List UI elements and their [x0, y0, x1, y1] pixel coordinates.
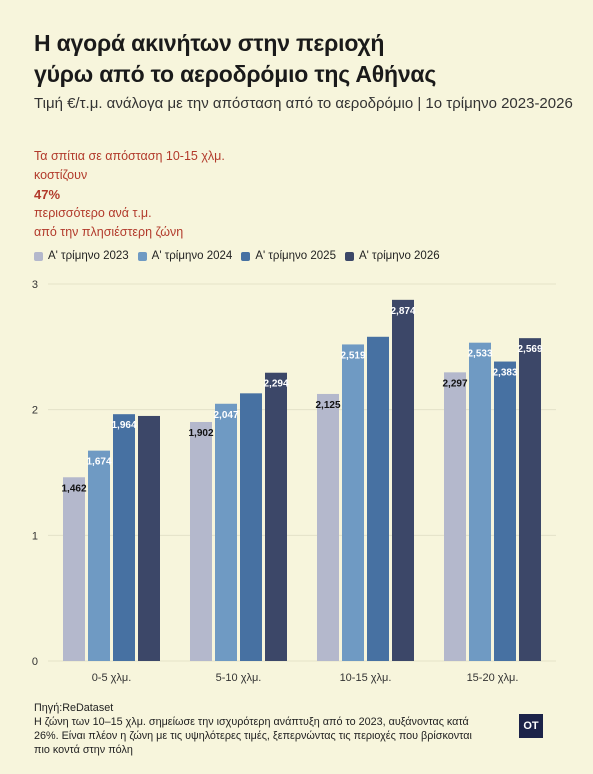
callout-line-4: από την πλησιέστερη ζώνη: [34, 225, 184, 239]
data-label: 2,519: [340, 350, 365, 361]
title-line-2: γύρω από το αεροδρόμιο της Αθήνας: [34, 61, 437, 87]
callout-line-2: κοστίζουν: [34, 168, 88, 182]
source-label: Πηγή:ReDataset: [34, 702, 114, 714]
data-label: 2,047: [213, 410, 238, 421]
legend: Α' τρίμηνο 2023 Α' τρίμηνο 2024 Α' τρίμη…: [34, 250, 440, 262]
bar: [469, 342, 491, 661]
legend-label-2026: Α' τρίμηνο 2026: [358, 250, 440, 262]
callout-line-3: περισσότερο ανά τ.μ.: [34, 206, 152, 220]
legend-item-2026: Α' τρίμηνο 2026: [344, 250, 440, 262]
title-line-1: Η αγορά ακινήτων στην περιοχή: [34, 30, 385, 56]
callout-annotation: Τα σπίτια σε απόσταση 10-15 χλμ. κοστίζο…: [34, 147, 434, 242]
data-label: 2,569: [517, 344, 542, 355]
bar: [138, 415, 160, 661]
legend-swatch-2023: [34, 251, 43, 261]
bar: [63, 477, 85, 661]
chart-subtitle: Τιμή €/τ.μ. ανάλογα με την απόσταση από …: [34, 95, 573, 112]
bar: [519, 338, 541, 661]
bar: [215, 403, 237, 661]
legend-item-2023: Α' τρίμηνο 2023: [34, 250, 129, 262]
data-label: 2,125: [315, 400, 340, 411]
data-label: 1,902: [188, 428, 213, 439]
legend-swatch-2025: [241, 251, 251, 261]
publisher-logo: OT: [519, 714, 543, 738]
data-label: 1,964: [111, 420, 136, 431]
bar: [342, 344, 364, 661]
legend-item-2025: Α' τρίμηνο 2025: [241, 250, 336, 262]
bar: [494, 361, 516, 661]
y-tick-label: 1: [32, 530, 38, 542]
footer-source: Πηγή:ReDataset Η ζώνη των 10–15 χλμ. σημ…: [34, 701, 484, 757]
data-label: 2,297: [442, 378, 467, 389]
x-tick-label: 15-20 χλμ.: [467, 672, 519, 684]
y-tick-label: 2: [32, 405, 38, 417]
chart-title: Η αγορά ακινήτων στην περιοχή γύρω από τ…: [34, 28, 574, 90]
callout-percentage: 47%: [34, 187, 61, 202]
bar: [88, 450, 110, 661]
bar: [265, 372, 287, 661]
x-tick-label: 5-10 χλμ.: [216, 672, 262, 684]
legend-label-2025: Α' τρίμηνο 2025: [255, 250, 336, 262]
legend-label-2023: Α' τρίμηνο 2023: [48, 250, 129, 262]
legend-swatch-2026: [344, 251, 354, 261]
bar: [367, 336, 389, 661]
legend-swatch-2024: [137, 251, 147, 261]
y-tick-label: 0: [32, 656, 38, 668]
bar: [240, 393, 262, 661]
data-label: 2,383: [492, 368, 517, 379]
bar: [190, 421, 212, 661]
bar: [113, 414, 135, 661]
footer-note: Η ζώνη των 10–15 χλμ. σημείωσε την ισχυρ…: [34, 716, 472, 756]
data-label: 2,294: [263, 379, 288, 390]
bar: [444, 372, 466, 661]
x-tick-label: 0-5 χλμ.: [92, 672, 132, 684]
legend-label-2024: Α' τρίμηνο 2024: [151, 250, 233, 262]
bar: [392, 299, 414, 661]
legend-item-2024: Α' τρίμηνο 2024: [137, 250, 233, 262]
data-label: 2,533: [467, 349, 492, 360]
data-label: 2,874: [390, 306, 415, 317]
callout-line-1: Τα σπίτια σε απόσταση 10-15 χλμ.: [34, 149, 225, 163]
data-label: 1,462: [61, 483, 86, 494]
bar: [317, 393, 339, 661]
x-tick-label: 10-15 χλμ.: [340, 672, 392, 684]
y-tick-label: 3: [32, 279, 38, 291]
data-label: 1,674: [86, 457, 111, 468]
